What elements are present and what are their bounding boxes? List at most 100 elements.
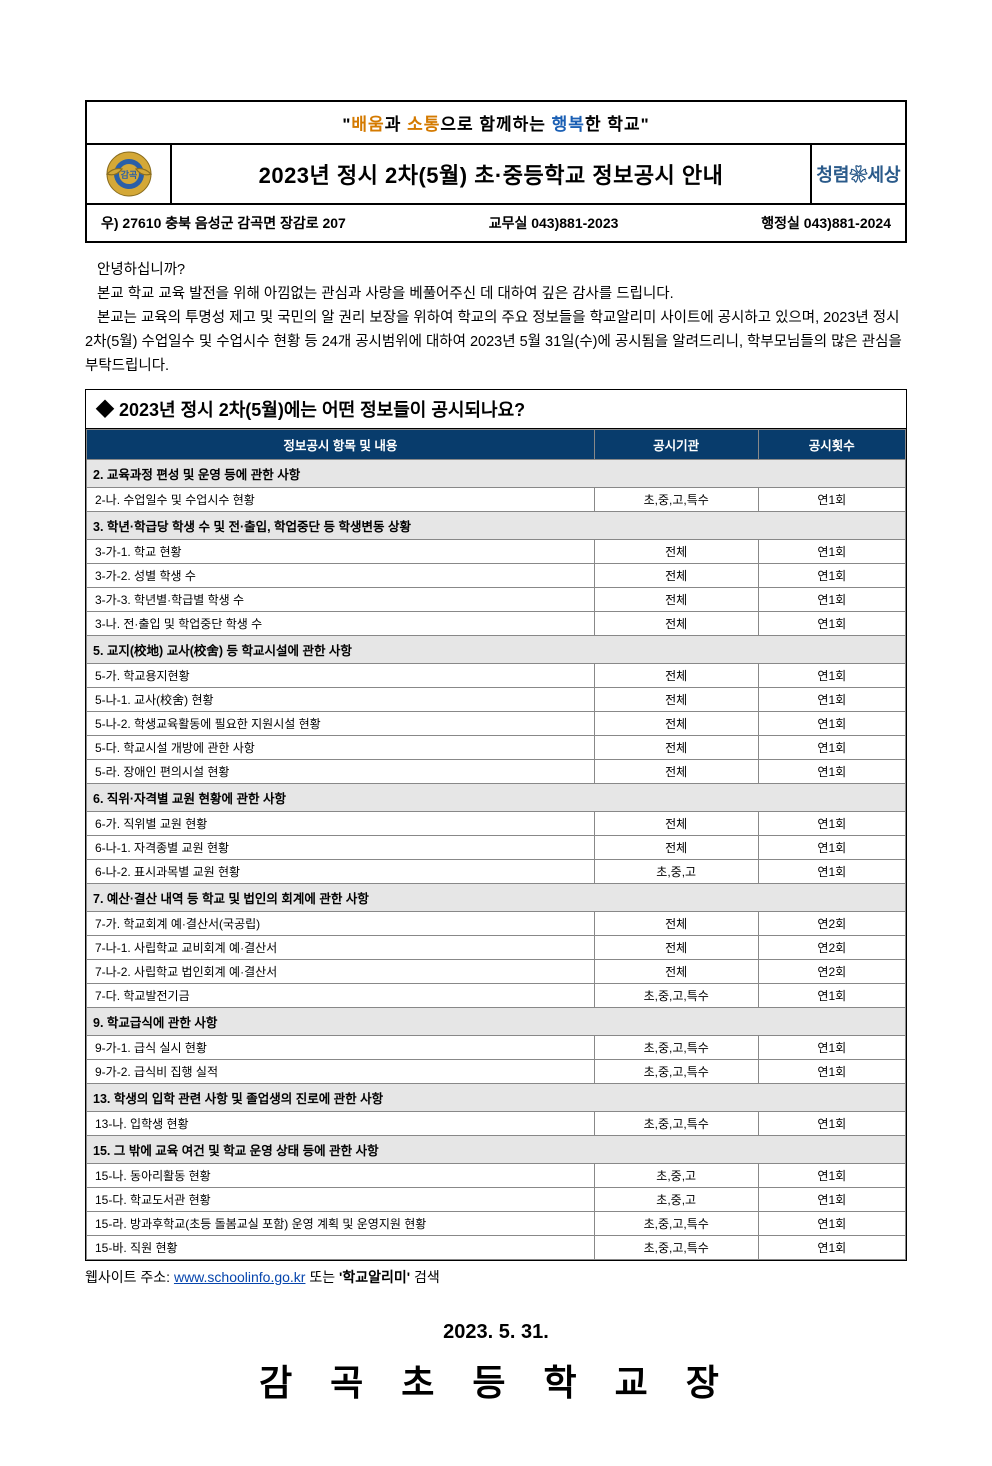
- table-row: 7-나-1. 사립학교 교비회계 예·결산서전체연2회: [87, 935, 906, 959]
- item-freq: 연2회: [758, 911, 905, 935]
- item-freq: 연1회: [758, 487, 905, 511]
- intro-line-1: 안녕하십니까?: [85, 259, 907, 283]
- website-info: 웹사이트 주소: www.schoolinfo.go.kr 또는 '학교알리미'…: [85, 1267, 907, 1287]
- item-label: 5-나-1. 교사(校舍) 현황: [87, 687, 595, 711]
- header-box: "배움과 소통으로 함께하는 행복한 학교" 감곡 2023년 정시 2차(5월…: [85, 100, 907, 243]
- document-date: 2023. 5. 31.: [85, 1321, 907, 1344]
- item-freq: 연1회: [758, 1211, 905, 1235]
- slogan-p3: 행복: [552, 115, 585, 134]
- category-row: 2. 교육과정 편성 및 운영 등에 관한 사항: [87, 459, 906, 487]
- table-row: 5-나-2. 학생교육활동에 필요한 지원시설 현황전체연1회: [87, 711, 906, 735]
- title-row: 감곡 2023년 정시 2차(5월) 초·중등학교 정보공시 안내 청렴❀세상: [87, 145, 905, 205]
- item-label: 6-가. 직위별 교원 현황: [87, 811, 595, 835]
- item-freq: 연1회: [758, 587, 905, 611]
- item-org: 전체: [594, 835, 758, 859]
- item-org: 전체: [594, 711, 758, 735]
- table-row: 15-다. 학교도서관 현황초,중,고연1회: [87, 1187, 906, 1211]
- item-org: 전체: [594, 587, 758, 611]
- item-label: 7-다. 학교발전기금: [87, 983, 595, 1007]
- table-row: 2-나. 수업일수 및 수업시수 현황초,중,고,특수연1회: [87, 487, 906, 511]
- category-label: 9. 학교급식에 관한 사항: [87, 1007, 906, 1035]
- table-row: 9-가-1. 급식 실시 현황초,중,고,특수연1회: [87, 1035, 906, 1059]
- item-label: 3-가-3. 학년별·학급별 학생 수: [87, 587, 595, 611]
- table-row: 13-나. 입학생 현황초,중,고,특수연1회: [87, 1111, 906, 1135]
- th-org: 공시기관: [594, 429, 758, 459]
- category-row: 13. 학생의 입학 관련 사항 및 졸업생의 진로에 관한 사항: [87, 1083, 906, 1111]
- item-org: 전체: [594, 759, 758, 783]
- section-box: ◆ 2023년 정시 2차(5월)에는 어떤 정보들이 공시되나요? 정보공시 …: [85, 389, 907, 1261]
- table-row: 5-가. 학교용지현황전체연1회: [87, 663, 906, 687]
- signature: 감 곡 초 등 학 교 장: [85, 1354, 907, 1406]
- section-title: ◆ 2023년 정시 2차(5월)에는 어떤 정보들이 공시되나요?: [86, 390, 906, 429]
- table-row: 15-바. 직원 현황초,중,고,특수연1회: [87, 1235, 906, 1259]
- intro-line-3: 본교는 교육의 투명성 제고 및 국민의 알 권리 보장을 위하여 학교의 주요…: [85, 307, 907, 379]
- item-label: 7-나-1. 사립학교 교비회계 예·결산서: [87, 935, 595, 959]
- item-org: 초,중,고,특수: [594, 1035, 758, 1059]
- table-row: 3-가-1. 학교 현황전체연1회: [87, 539, 906, 563]
- table-row: 5-라. 장애인 편의시설 현황전체연1회: [87, 759, 906, 783]
- table-row: 5-다. 학교시설 개방에 관한 사항전체연1회: [87, 735, 906, 759]
- table-header-row: 정보공시 항목 및 내용 공시기관 공시횟수: [87, 429, 906, 459]
- category-label: 7. 예산·결산 내역 등 학교 및 법인의 회계에 관한 사항: [87, 883, 906, 911]
- item-label: 5-라. 장애인 편의시설 현황: [87, 759, 595, 783]
- item-label: 9-가-1. 급식 실시 현황: [87, 1035, 595, 1059]
- item-label: 5-나-2. 학생교육활동에 필요한 지원시설 현황: [87, 711, 595, 735]
- svg-text:감곡: 감곡: [120, 169, 137, 180]
- school-logo: 감곡: [87, 145, 172, 203]
- item-org: 전체: [594, 959, 758, 983]
- item-label: 6-나-1. 자격종별 교원 현황: [87, 835, 595, 859]
- slogan-p2: 소통: [407, 115, 440, 134]
- item-freq: 연1회: [758, 1059, 905, 1083]
- website-link[interactable]: www.schoolinfo.go.kr: [174, 1269, 306, 1285]
- category-row: 6. 직위·자격별 교원 현황에 관한 사항: [87, 783, 906, 811]
- website-bold: '학교알리미': [339, 1269, 410, 1285]
- item-org: 전체: [594, 663, 758, 687]
- category-row: 9. 학교급식에 관한 사항: [87, 1007, 906, 1035]
- table-row: 15-나. 동아리활동 현황초,중,고연1회: [87, 1163, 906, 1187]
- table-row: 3-가-2. 성별 학생 수전체연1회: [87, 563, 906, 587]
- item-freq: 연1회: [758, 1187, 905, 1211]
- website-suffix2: 검색: [410, 1269, 440, 1285]
- item-label: 7-나-2. 사립학교 법인회계 예·결산서: [87, 959, 595, 983]
- table-row: 5-나-1. 교사(校舍) 현황전체연1회: [87, 687, 906, 711]
- intro-line-2: 본교 학교 교육 발전을 위해 아낌없는 관심과 사랑을 베풀어주신 데 대하여…: [85, 283, 907, 307]
- item-org: 전체: [594, 563, 758, 587]
- item-label: 5-다. 학교시설 개방에 관한 사항: [87, 735, 595, 759]
- slogan-t2: 으로 함께하는: [440, 115, 551, 134]
- item-org: 전체: [594, 539, 758, 563]
- category-label: 3. 학년·학급당 학생 수 및 전·출입, 학업중단 등 학생변동 상황: [87, 511, 906, 539]
- table-row: 6-가. 직위별 교원 현황전체연1회: [87, 811, 906, 835]
- category-label: 2. 교육과정 편성 및 운영 등에 관한 사항: [87, 459, 906, 487]
- item-label: 3-나. 전·출입 및 학업중단 학생 수: [87, 611, 595, 635]
- item-freq: 연1회: [758, 663, 905, 687]
- table-row: 15-라. 방과후학교(초등 돌봄교실 포함) 운영 계획 및 운영지원 현황초…: [87, 1211, 906, 1235]
- item-label: 13-나. 입학생 현황: [87, 1111, 595, 1135]
- item-freq: 연2회: [758, 959, 905, 983]
- table-row: 7-가. 학교회계 예·결산서(국공립)전체연2회: [87, 911, 906, 935]
- category-label: 5. 교지(校地) 교사(校舍) 등 학교시설에 관한 사항: [87, 635, 906, 663]
- item-org: 초,중,고: [594, 859, 758, 883]
- contact-row: 우) 27610 충북 음성군 감곡면 장감로 207 교무실 043)881-…: [87, 205, 905, 241]
- item-freq: 연1회: [758, 835, 905, 859]
- item-label: 7-가. 학교회계 예·결산서(국공립): [87, 911, 595, 935]
- item-freq: 연1회: [758, 611, 905, 635]
- item-org: 전체: [594, 811, 758, 835]
- slogan-t3: 한 학교": [585, 115, 650, 134]
- website-prefix: 웹사이트 주소:: [85, 1269, 174, 1285]
- item-org: 초,중,고,특수: [594, 1235, 758, 1259]
- item-label: 9-가-2. 급식비 집행 실적: [87, 1059, 595, 1083]
- category-label: 6. 직위·자격별 교원 현황에 관한 사항: [87, 783, 906, 811]
- item-org: 초,중,고,특수: [594, 1059, 758, 1083]
- category-label: 13. 학생의 입학 관련 사항 및 졸업생의 진로에 관한 사항: [87, 1083, 906, 1111]
- table-row: 7-다. 학교발전기금초,중,고,특수연1회: [87, 983, 906, 1007]
- item-freq: 연1회: [758, 539, 905, 563]
- item-org: 전체: [594, 735, 758, 759]
- item-org: 초,중,고: [594, 1187, 758, 1211]
- item-freq: 연2회: [758, 935, 905, 959]
- item-org: 초,중,고,특수: [594, 1111, 758, 1135]
- document-title: 2023년 정시 2차(5월) 초·중등학교 정보공시 안내: [172, 145, 810, 203]
- category-label: 15. 그 밖에 교육 여건 및 학교 운영 상태 등에 관한 사항: [87, 1135, 906, 1163]
- th-freq: 공시횟수: [758, 429, 905, 459]
- integrity-logo: 청렴❀세상: [810, 145, 905, 203]
- item-freq: 연1회: [758, 811, 905, 835]
